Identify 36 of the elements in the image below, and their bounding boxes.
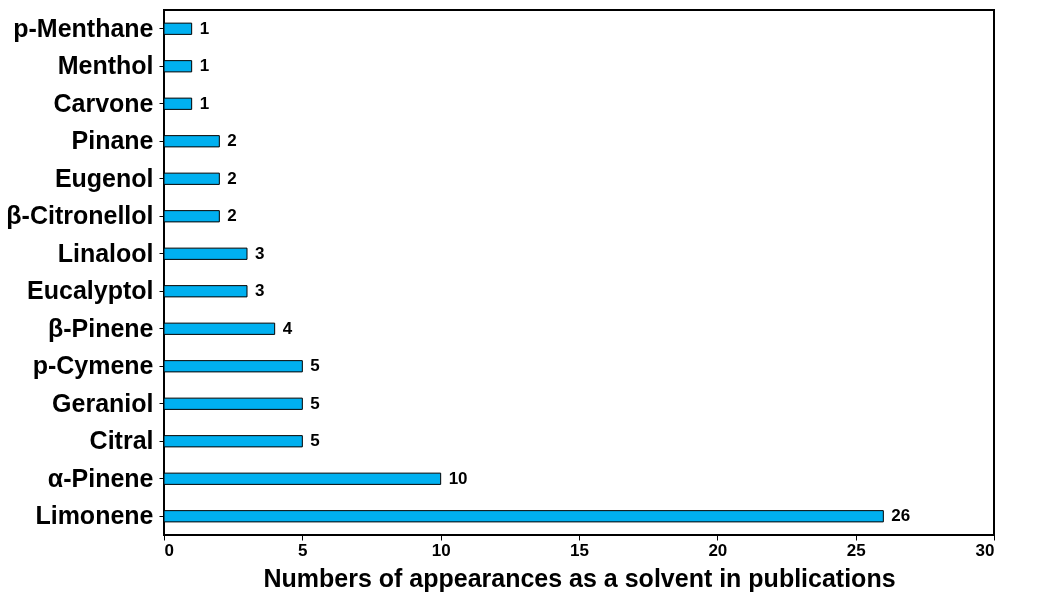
y-tick-label: Eugenol (54, 163, 154, 192)
data-label: 26 (891, 506, 911, 526)
y-tick-label: p-Menthane (13, 13, 154, 42)
data-label: 5 (310, 393, 320, 413)
x-axis-title: Numbers of appearances as a solvent in publications (263, 563, 896, 592)
y-tick-label: Geraniol (52, 388, 154, 417)
x-tick-label: 30 (975, 540, 995, 560)
y-tick-label: p-Cymene (32, 351, 154, 380)
y-tick-label: Eucalyptol (27, 276, 154, 305)
data-label: 1 (199, 56, 210, 76)
x-tick-label: 15 (570, 540, 589, 560)
y-tick-label: Linalool (57, 238, 154, 267)
x-tick-label: 0 (164, 540, 174, 560)
x-tick-label: 5 (298, 540, 308, 560)
y-tick-label: Menthol (57, 51, 154, 80)
data-label: 1 (199, 18, 210, 38)
y-tick-label: Limonene (35, 501, 154, 530)
data-label: 3 (255, 243, 265, 263)
y-tick-label: Pinane (71, 126, 154, 155)
data-label: 2 (227, 206, 237, 226)
data-label: 10 (448, 468, 468, 488)
data-label: 4 (282, 318, 293, 338)
data-label: 5 (310, 431, 320, 451)
y-tick-label: β-Pinene (47, 313, 154, 342)
y-tick-label: Citral (89, 426, 154, 455)
y-tick-label: α-Pinene (47, 463, 154, 492)
data-label: 2 (227, 131, 237, 151)
y-tick-label: Carvone (53, 88, 154, 117)
data-label: 2 (227, 168, 237, 188)
data-label: 1 (199, 93, 210, 113)
x-tick-label: 10 (431, 540, 451, 560)
y-tick-label: β-Citronellol (6, 201, 154, 230)
x-tick-label: 25 (846, 540, 866, 560)
x-tick-label: 20 (708, 540, 728, 560)
data-label: 5 (310, 356, 320, 376)
data-label: 3 (255, 281, 265, 301)
